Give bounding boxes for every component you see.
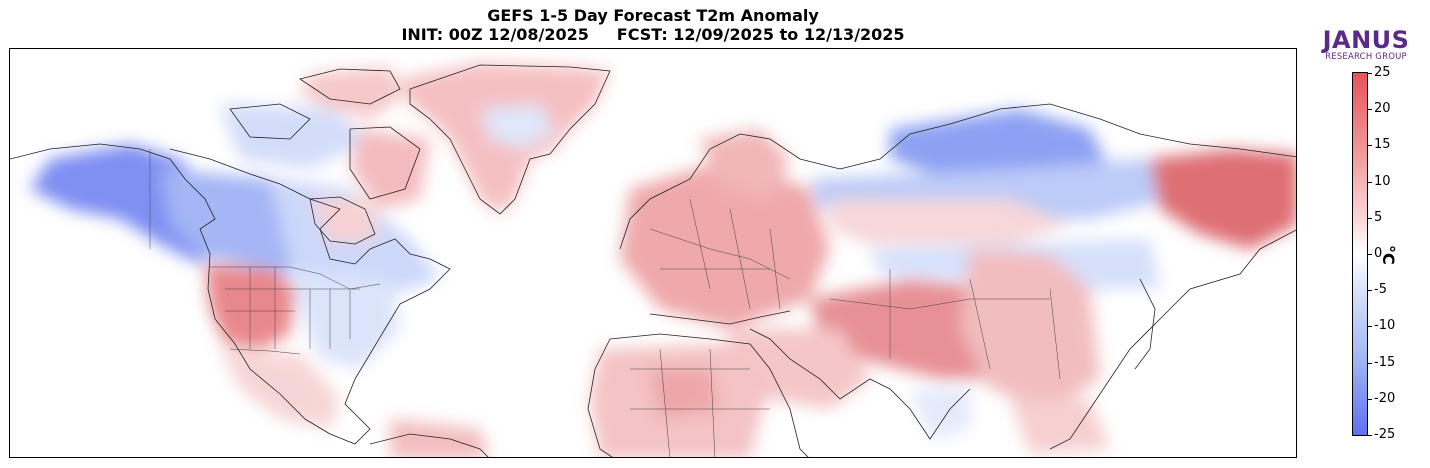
colorbar-tick-label: -20 (1374, 391, 1396, 406)
colorbar-unit: °C (1379, 245, 1398, 265)
eurasia-coast (619, 103, 1296, 450)
greenland-cool-patch (480, 104, 555, 149)
arctic-islands-warm (300, 67, 405, 119)
china-warm (960, 249, 1100, 409)
colorbar-tick-label: 20 (1374, 101, 1391, 116)
colorbar-tick (1367, 73, 1372, 74)
anomaly-map (9, 48, 1297, 458)
mexico-warm (220, 349, 340, 429)
logo-main-text: JANUS (1322, 26, 1410, 54)
us-state-grid (225, 267, 360, 349)
sahara-warm (650, 369, 720, 419)
janus-logo: JANUS RESEARCH GROUP (1313, 28, 1419, 62)
india-cool (910, 389, 970, 439)
arctic-islands-cool (220, 104, 370, 169)
colorbar-tick-label: -5 (1374, 282, 1387, 297)
map-title: GEFS 1-5 Day Forecast T2m Anomaly (487, 6, 819, 25)
far-east-russia-warm (1150, 149, 1296, 249)
colorbar-tick (1367, 182, 1372, 183)
greenland-coast (409, 64, 611, 215)
logo-sub-text: RESEARCH GROUP (1325, 52, 1407, 62)
colorbar-tick (1367, 435, 1372, 436)
europe-warm (620, 159, 830, 329)
colorbar-tick (1367, 363, 1372, 364)
colorbar-tick (1367, 326, 1372, 327)
central-russia-warm (830, 199, 1070, 244)
colorbar-tick-label: 5 (1374, 210, 1383, 225)
europe-borders (649, 198, 791, 310)
us-mexico-border (229, 348, 301, 355)
colorbar-tick (1367, 399, 1372, 400)
colorbar-tick (1367, 254, 1372, 255)
mediterranean-coast (649, 310, 791, 325)
eastern-us-cold (290, 269, 400, 369)
japan-coast (1134, 278, 1156, 370)
colorbar-tick-label: -10 (1374, 318, 1396, 333)
colorbar-tick (1367, 290, 1372, 291)
colorbar-tick-label: -25 (1374, 427, 1396, 442)
north-america-coast (10, 143, 451, 445)
africa-coast (587, 333, 809, 457)
arctic-islands-coast (229, 68, 421, 200)
africa-borders (630, 348, 770, 457)
coastlines (10, 64, 1296, 457)
colorbar-tick-label: 15 (1374, 137, 1391, 152)
map-subtitle: INIT: 00Z 12/08/2025 FCST: 12/09/2025 to… (401, 25, 905, 44)
anomaly-fill (30, 63, 1296, 457)
colorbar-tick-label: 25 (1374, 65, 1391, 80)
us-canada-border (210, 266, 381, 290)
se-asia-warm (1010, 399, 1110, 454)
colorbar (1352, 72, 1368, 436)
borders (149, 149, 1061, 457)
scandinavia-warm (700, 129, 790, 199)
colorbar-tick (1367, 218, 1372, 219)
baffin-warm (350, 129, 430, 209)
colorbar-tick (1367, 109, 1372, 110)
colorbar-tick-label: 10 (1374, 174, 1391, 189)
colorbar-tick-label: 0 (1374, 246, 1383, 261)
hudson-bay-coast (309, 196, 376, 245)
asia-borders (829, 269, 1061, 380)
hudson-warm (310, 199, 380, 244)
south-america-coast (369, 433, 489, 457)
south-america-warm (390, 419, 490, 457)
colorbar-tick-label: -15 (1374, 355, 1396, 370)
colorbar-tick (1367, 145, 1372, 146)
